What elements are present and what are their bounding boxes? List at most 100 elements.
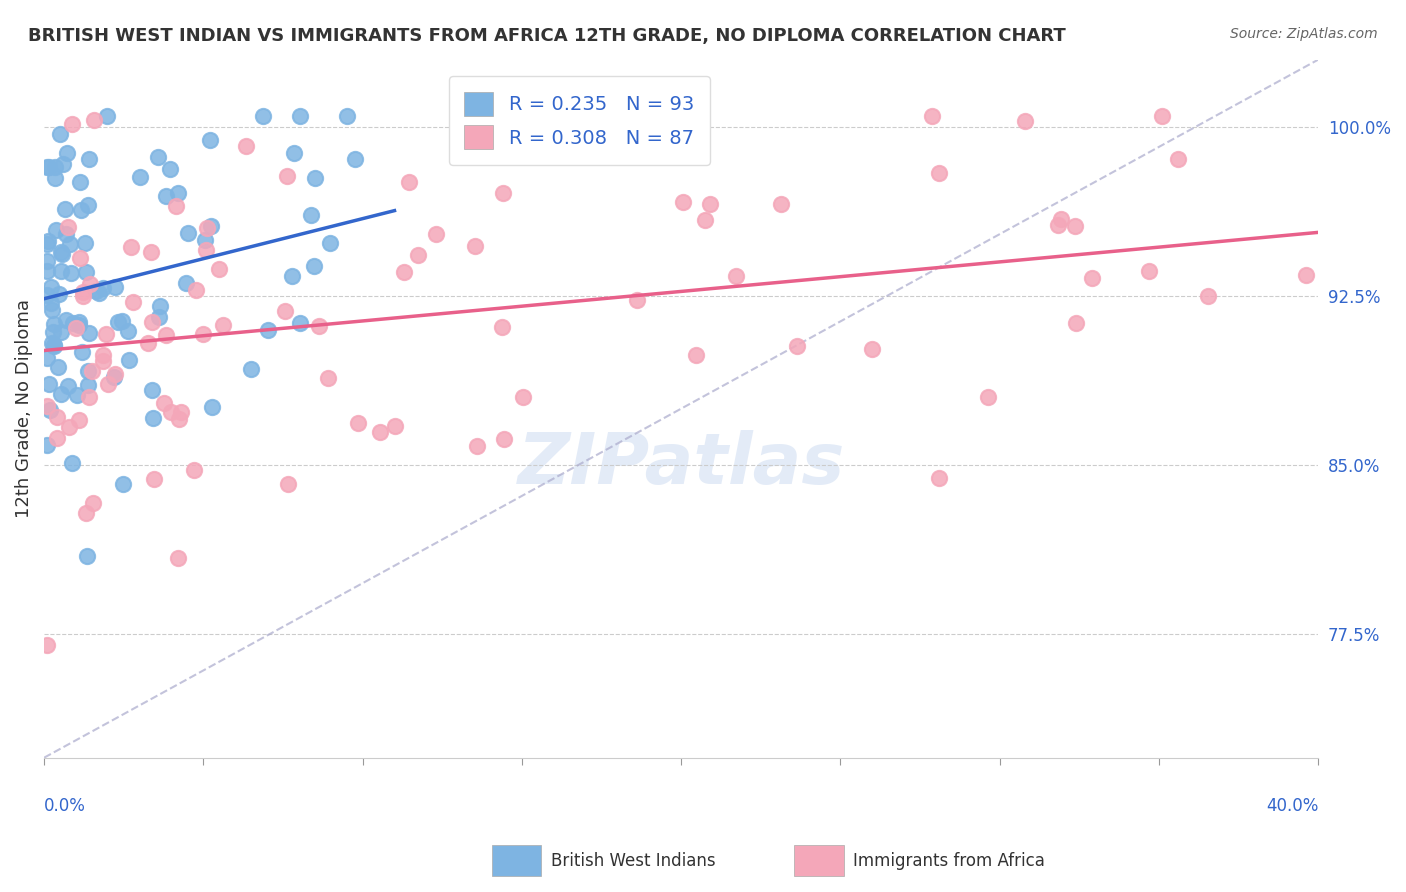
Point: [107, 315, 129, 329]
Point: [769, 197, 792, 211]
Point: [60, 117, 83, 131]
FancyBboxPatch shape: [492, 846, 541, 876]
Point: [75, 506, 97, 520]
Point: [160, 405, 183, 419]
Point: [155, 327, 177, 342]
Point: [141, 315, 163, 329]
Point: [67, 318, 90, 333]
Point: [97, 376, 120, 391]
Point: [1197, 289, 1219, 303]
Point: [159, 161, 181, 176]
Point: [200, 400, 222, 414]
Point: [136, 336, 159, 351]
Point: [56, 220, 79, 235]
Point: [319, 235, 342, 250]
Legend: R = 0.235   N = 93, R = 0.308   N = 87: R = 0.235 N = 93, R = 0.308 N = 87: [449, 77, 710, 165]
Point: [91, 348, 114, 362]
Point: [208, 262, 231, 277]
Point: [197, 220, 219, 235]
Point: [183, 463, 205, 477]
Point: [177, 226, 200, 240]
Point: [37, 288, 59, 302]
Point: [335, 109, 357, 123]
Point: [52, 157, 75, 171]
Point: [252, 109, 274, 123]
Point: [89, 285, 111, 300]
Point: [699, 196, 721, 211]
Point: [146, 150, 169, 164]
Point: [69, 175, 91, 189]
Point: [1150, 109, 1173, 123]
Point: [200, 219, 222, 234]
Point: [72, 285, 94, 299]
Point: [46, 409, 69, 424]
Point: [91, 353, 114, 368]
Point: [91, 281, 114, 295]
Point: [94, 326, 117, 341]
Point: [53, 202, 76, 217]
Point: [37, 160, 59, 174]
Text: ZIPatlas: ZIPatlas: [517, 430, 845, 499]
Point: [464, 238, 486, 252]
Point: [977, 390, 1000, 404]
Point: [142, 410, 165, 425]
Point: [37, 351, 59, 365]
Point: [368, 425, 391, 439]
Point: [149, 299, 172, 313]
Point: [44, 160, 66, 174]
Point: [42, 338, 65, 352]
Point: [928, 165, 950, 179]
Point: [456, 132, 478, 146]
Point: [55, 145, 77, 160]
Point: [626, 293, 648, 307]
Point: [44, 223, 66, 237]
Point: [167, 186, 190, 201]
Point: [240, 362, 263, 376]
Point: [392, 265, 415, 279]
Point: [117, 325, 139, 339]
Point: [48, 360, 70, 375]
Point: [198, 133, 221, 147]
Point: [45, 431, 67, 445]
Point: [860, 343, 883, 357]
Point: [288, 109, 311, 123]
Text: 0.0%: 0.0%: [44, 797, 86, 814]
Point: [141, 245, 163, 260]
Point: [1064, 219, 1087, 233]
Point: [283, 146, 305, 161]
Point: [75, 265, 97, 279]
Point: [141, 383, 163, 397]
Point: [384, 418, 406, 433]
Point: [66, 388, 89, 402]
Point: [65, 320, 87, 334]
Point: [153, 395, 176, 409]
Point: [398, 175, 420, 189]
Point: [67, 413, 90, 427]
Point: [347, 417, 370, 431]
Point: [58, 420, 80, 434]
Text: Source: ZipAtlas.com: Source: ZipAtlas.com: [1230, 27, 1378, 41]
Point: [49, 263, 72, 277]
Point: [37, 237, 59, 252]
Point: [425, 227, 447, 241]
Point: [786, 339, 808, 353]
Point: [693, 213, 716, 227]
Point: [62, 317, 84, 331]
Point: [155, 189, 177, 203]
Point: [122, 295, 145, 310]
Point: [120, 240, 142, 254]
Point: [308, 318, 330, 333]
Point: [167, 412, 190, 426]
Point: [37, 399, 59, 413]
Point: [1081, 270, 1104, 285]
Point: [70, 202, 93, 217]
Point: [37, 638, 59, 652]
Point: [77, 326, 100, 340]
Point: [494, 432, 516, 446]
Point: [142, 472, 165, 486]
Point: [170, 405, 193, 419]
Point: [60, 456, 83, 470]
Point: [467, 439, 489, 453]
Point: [55, 227, 77, 241]
Point: [73, 236, 96, 251]
